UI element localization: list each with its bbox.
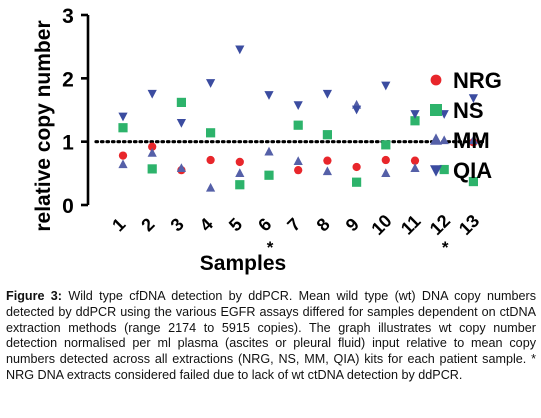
point-ns-3 <box>176 97 186 107</box>
point-qia-8 <box>322 89 332 99</box>
point-nrg-11 <box>410 156 420 165</box>
point-mm-12 <box>439 135 449 145</box>
legend-label-qia: QIA <box>453 158 492 183</box>
point-ns-10 <box>381 140 391 150</box>
x-tick-label: 5 <box>225 214 246 235</box>
point-ns-4 <box>206 128 216 138</box>
legend-marker-nrg <box>430 74 442 86</box>
y-tick-label: 1 <box>62 132 74 155</box>
x-tick-label: 13 <box>455 211 483 239</box>
x-tick-labels: 1 2 3 4 5 6 7 8 9 10 11 12 13* * <box>108 211 483 257</box>
point-nrg-1 <box>118 151 128 160</box>
legend-marker-mm <box>430 133 442 145</box>
x-tick-label: 7 <box>283 214 304 235</box>
x-axis-label: Samples <box>200 252 286 275</box>
x-tick-label: 3 <box>167 214 188 235</box>
point-nrg-9 <box>352 162 361 172</box>
point-mm-1 <box>118 159 128 169</box>
legend-label-mm: MM <box>453 128 490 153</box>
point-nrg-5 <box>235 157 244 167</box>
point-qia-4 <box>206 79 216 88</box>
data-points <box>118 45 478 192</box>
y-tick-labels: 0 1 2 3 <box>62 5 74 218</box>
point-qia-9 <box>352 105 362 115</box>
point-qia-1 <box>118 112 128 122</box>
point-ns-12 <box>439 164 449 175</box>
chart-axes <box>81 13 90 207</box>
x-tick-label: 6 <box>254 214 275 235</box>
legend: NRG NS MM QIA <box>430 68 502 183</box>
point-mm-3 <box>176 163 186 172</box>
x-tick-label: 8 <box>313 214 334 235</box>
legend-label-nrg: NRG <box>453 68 502 93</box>
point-ns-9 <box>352 177 362 187</box>
failed-asterisk: * <box>267 238 274 257</box>
x-tick-label: 2 <box>137 214 158 235</box>
point-ns-13 <box>468 176 478 187</box>
point-nrg-7 <box>294 166 303 175</box>
x-tick-label: 1 <box>108 214 129 235</box>
x-tick-label: 10 <box>367 211 395 239</box>
y-tick-label: 0 <box>62 195 74 218</box>
point-ns-1 <box>118 123 128 133</box>
point-ns-8 <box>322 130 332 140</box>
point-nrg-4 <box>206 155 215 165</box>
point-ns-11 <box>410 116 420 126</box>
point-mm-8 <box>322 166 332 176</box>
point-mm-2 <box>147 148 157 157</box>
failed-asterisk: * <box>442 238 449 257</box>
point-nrg-10 <box>381 155 390 165</box>
y-tick-label: 3 <box>62 5 74 28</box>
point-qia-3 <box>176 118 186 128</box>
point-mm-5 <box>235 168 245 178</box>
x-tick-label: 12 <box>426 211 454 239</box>
y-tick-label: 2 <box>62 68 74 91</box>
point-mm-7 <box>293 156 303 165</box>
point-qia-11 <box>410 110 420 119</box>
point-mm-13 <box>468 135 478 145</box>
figure-caption: Figure 3: Wild type cfDNA detection by d… <box>6 289 536 384</box>
point-mm-11 <box>410 163 420 172</box>
point-ns-5 <box>235 180 245 190</box>
legend-marker-ns <box>430 104 442 116</box>
point-qia-13 <box>468 94 478 104</box>
x-tick-label: 11 <box>397 211 425 239</box>
y-axis-label: relative copy number <box>32 20 55 231</box>
point-mm-6 <box>264 146 274 156</box>
caption-label: Figure 3: <box>6 289 62 303</box>
point-qia-5 <box>235 45 245 55</box>
caption-text: Wild type cfDNA detection by ddPCR. Mean… <box>6 289 536 382</box>
point-ns-7 <box>293 120 303 130</box>
point-mm-4 <box>206 182 216 192</box>
point-ns-6 <box>264 170 274 180</box>
point-qia-6 <box>264 91 274 100</box>
x-tick-label: 9 <box>342 214 363 235</box>
x-tick-label: 4 <box>196 214 217 235</box>
point-qia-2 <box>147 89 157 99</box>
point-qia-7 <box>293 101 303 110</box>
point-nrg-8 <box>323 156 332 165</box>
point-nrg-2 <box>148 142 157 151</box>
point-mm-10 <box>381 168 391 178</box>
point-qia-10 <box>381 81 391 91</box>
legend-marker-qia <box>430 165 442 177</box>
point-ns-2 <box>147 164 157 174</box>
legend-label-ns: NS <box>453 98 484 123</box>
